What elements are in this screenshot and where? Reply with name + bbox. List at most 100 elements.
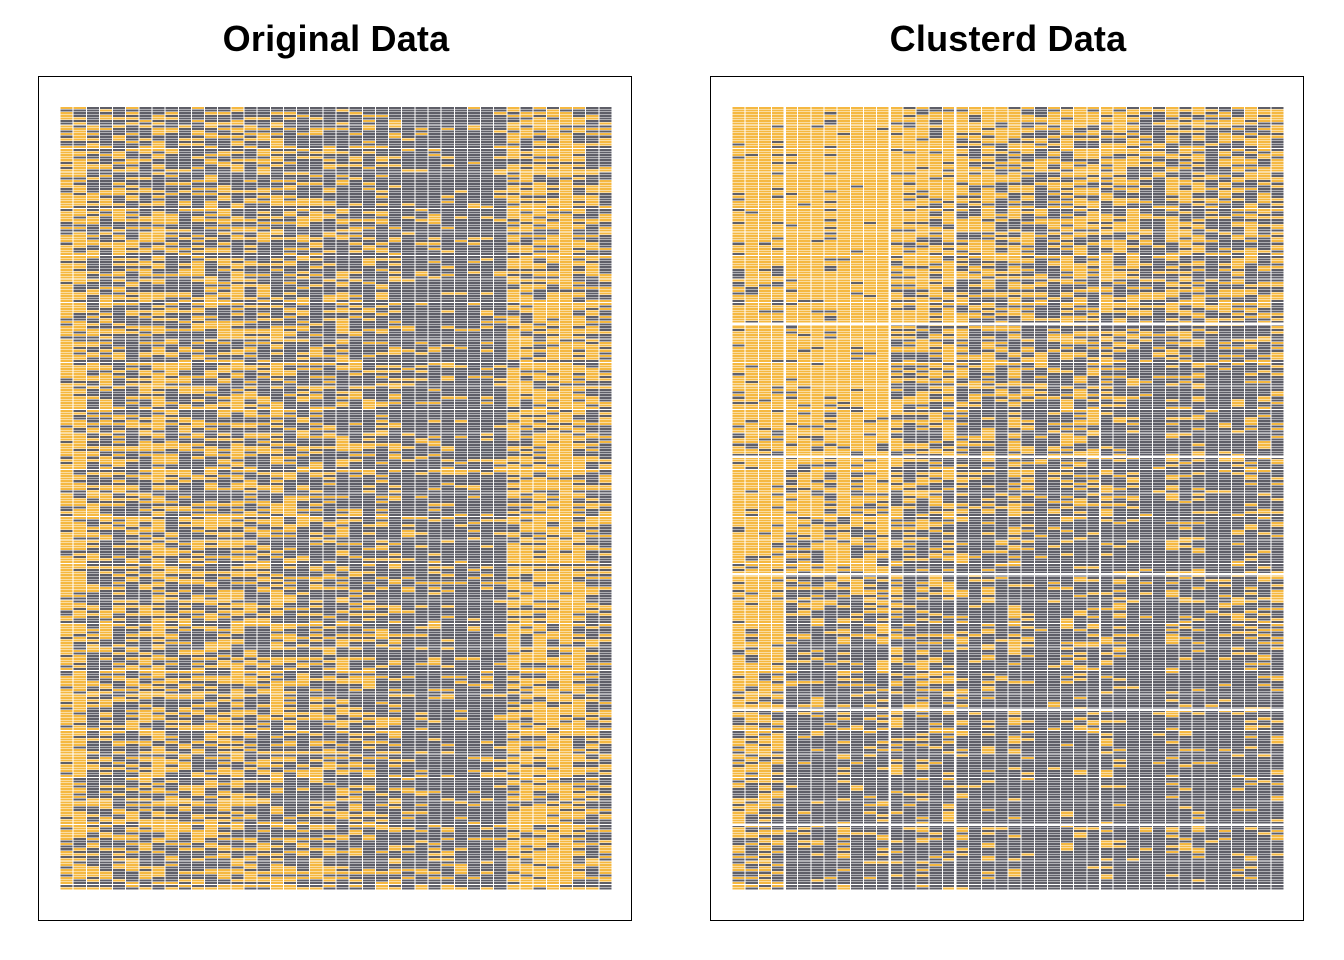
heatmap-cell <box>533 302 546 305</box>
heatmap-cell <box>86 268 99 271</box>
heatmap-cell <box>205 281 218 284</box>
heatmap-cell <box>507 362 520 365</box>
heatmap-cell <box>73 407 86 410</box>
heatmap-cell <box>323 190 336 193</box>
heatmap-cell <box>546 156 559 159</box>
heatmap-cell <box>559 315 573 318</box>
heatmap-cell <box>559 161 573 164</box>
heatmap-cell <box>323 310 336 313</box>
heatmap-cell <box>375 414 389 418</box>
heatmap-cell <box>336 323 349 326</box>
heatmap-cell <box>573 200 586 204</box>
heatmap-cell <box>481 334 494 337</box>
heatmap-cell <box>73 255 86 258</box>
heatmap-cell <box>283 362 297 365</box>
heatmap-cell <box>481 221 494 224</box>
heatmap-cell <box>546 169 559 172</box>
heatmap-cell <box>99 169 113 172</box>
heatmap-cell <box>126 394 139 397</box>
heatmap-cell <box>389 284 402 287</box>
heatmap-cell <box>205 224 218 227</box>
heatmap-cell <box>428 227 441 230</box>
heatmap-cell <box>113 245 126 248</box>
heatmap-cell <box>362 313 375 316</box>
heatmap-cell <box>323 140 336 143</box>
heatmap-cell <box>428 292 441 295</box>
heatmap-cell <box>507 287 520 290</box>
heatmap-cell <box>99 208 113 211</box>
heatmap-cell <box>283 388 297 391</box>
heatmap-cell <box>178 133 191 136</box>
heatmap-cell <box>375 305 389 308</box>
heatmap-cell <box>283 208 297 211</box>
heatmap-cell <box>533 193 546 196</box>
heatmap-cell <box>323 146 336 149</box>
heatmap-cell <box>73 120 86 123</box>
heatmap-cell <box>336 274 349 277</box>
heatmap-cell <box>520 386 533 389</box>
heatmap-cell <box>454 341 467 344</box>
heatmap-cell <box>126 352 139 355</box>
heatmap-cell <box>494 255 507 258</box>
heatmap-cell <box>139 255 152 258</box>
heatmap-cell <box>126 237 139 240</box>
heatmap-cell <box>336 214 349 217</box>
heatmap-cell <box>520 281 533 284</box>
heatmap-cell <box>441 148 454 151</box>
heatmap-cell <box>99 127 113 130</box>
heatmap-cell <box>231 203 244 206</box>
heatmap-cell <box>559 318 573 321</box>
heatmap-cell <box>494 396 507 399</box>
heatmap-cell <box>178 125 191 128</box>
heatmap-cell <box>205 375 218 378</box>
heatmap-cell <box>231 318 244 321</box>
heatmap-cell <box>244 232 257 235</box>
heatmap-cell <box>165 321 178 324</box>
heatmap-cell <box>441 357 454 360</box>
heatmap-cell <box>533 187 546 190</box>
heatmap-cell <box>362 334 375 337</box>
heatmap-cell <box>428 198 441 201</box>
heatmap-cell <box>86 211 99 214</box>
heatmap-cell <box>99 224 113 227</box>
heatmap-cell <box>113 133 126 136</box>
heatmap-cell <box>323 378 336 381</box>
heatmap-cell <box>573 281 586 284</box>
heatmap-cell <box>362 182 375 185</box>
heatmap-cell <box>441 404 454 407</box>
heatmap-cell <box>454 140 467 143</box>
heatmap-cell <box>310 307 323 311</box>
heatmap-cell <box>389 326 402 329</box>
heatmap-cell <box>310 214 323 217</box>
heatmap-cell <box>178 146 191 149</box>
heatmap-cell <box>454 227 467 230</box>
heatmap-cell <box>165 263 178 266</box>
heatmap-cell <box>507 365 520 368</box>
heatmap-cell <box>349 297 362 300</box>
heatmap-cell <box>283 143 297 146</box>
heatmap-cell <box>86 347 99 350</box>
heatmap-cell <box>165 237 178 240</box>
heatmap-cell <box>599 161 612 164</box>
heatmap-cell <box>573 357 586 360</box>
heatmap-cell <box>73 287 86 290</box>
heatmap-cell <box>599 245 612 248</box>
heatmap-cell <box>402 206 415 209</box>
heatmap-cell <box>323 341 336 344</box>
heatmap-cell <box>389 216 402 219</box>
heatmap-cell <box>86 302 99 305</box>
heatmap-cell <box>310 401 323 404</box>
heatmap-cell <box>73 114 86 117</box>
heatmap-cell <box>191 274 205 277</box>
heatmap-cell <box>323 232 336 235</box>
heatmap-cell <box>441 394 454 397</box>
heatmap-cell <box>323 300 336 303</box>
heatmap-cell <box>165 193 178 196</box>
heatmap-cell <box>139 114 152 117</box>
heatmap-cell <box>205 271 218 274</box>
heatmap-cell <box>599 362 612 365</box>
heatmap-cell <box>454 271 467 274</box>
heatmap-cell <box>362 266 375 269</box>
heatmap-cell <box>283 250 297 253</box>
heatmap-cell <box>165 224 178 227</box>
